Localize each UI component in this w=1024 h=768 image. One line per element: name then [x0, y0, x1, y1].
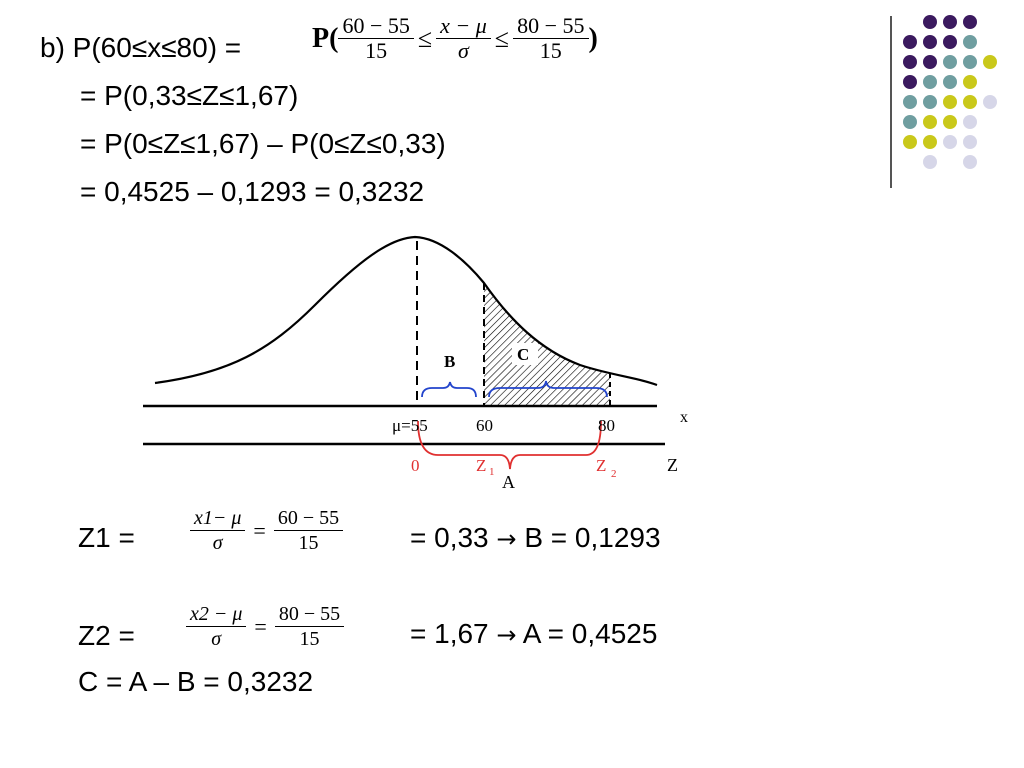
- frac-num: x2 − μ: [186, 602, 247, 627]
- frac-den: 15: [539, 38, 562, 63]
- equals-sign: =: [254, 613, 267, 639]
- z2-subscript: 2: [611, 468, 617, 480]
- fraction-60-55: 60 − 55 15: [338, 14, 414, 63]
- z1-result-b: B = 0,1293: [524, 522, 661, 553]
- decorative-dot: [903, 75, 917, 89]
- decorative-dot: [943, 35, 957, 49]
- frac-den: 15: [298, 532, 319, 554]
- decorative-dot: [923, 95, 937, 109]
- label-c: C: [517, 345, 529, 364]
- brace-c: [488, 380, 608, 398]
- decorative-dot: [963, 155, 977, 169]
- shaded-region-c: [484, 283, 610, 405]
- probability-formula: P( 60 − 55 15 ≤ x − μ σ ≤ 80 − 55 15 ): [312, 14, 598, 63]
- decorative-dot: [983, 95, 997, 109]
- equation-line-4: = 0,4525 – 0,1293 = 0,3232: [80, 176, 425, 207]
- c-result-line: C = A – B = 0,3232: [78, 666, 314, 697]
- le-sign: ≤: [417, 23, 433, 53]
- frac-num: 80 − 55: [513, 14, 589, 39]
- decorative-dot: [963, 135, 977, 149]
- frac-num: x1− μ: [190, 506, 246, 531]
- z1-prefix: Z1 =: [78, 522, 135, 553]
- decorative-dot: [903, 35, 917, 49]
- decorative-dot: [963, 95, 977, 109]
- decorative-dot: [923, 155, 937, 169]
- decorative-dot: [923, 35, 937, 49]
- z2-result-a: A = 0,4525: [522, 618, 658, 649]
- z2-frac-numbers: 80 − 55 15: [274, 602, 345, 651]
- decorative-dot: [943, 75, 957, 89]
- decorative-dot: [943, 15, 957, 29]
- label-b: B: [444, 352, 455, 371]
- label-a: A: [502, 472, 515, 492]
- decorative-dot: [983, 55, 997, 69]
- right-arrow-icon: →: [496, 525, 517, 553]
- equation-prefix: b) P(60≤x≤80) =: [40, 32, 242, 63]
- decorative-dot: [903, 95, 917, 109]
- z2-frac-x-mu: x2 − μ σ: [186, 602, 247, 651]
- decorative-dot: [963, 15, 977, 29]
- decorative-dot: [963, 115, 977, 129]
- decorative-dot: [903, 115, 917, 129]
- decorative-dot: [923, 115, 937, 129]
- decorative-dot: [943, 55, 957, 69]
- frac-den: σ: [212, 532, 223, 554]
- decorative-dot: [963, 35, 977, 49]
- brace-b: [421, 381, 477, 398]
- decorative-dot: [943, 115, 957, 129]
- equation-line-1: b) P(60≤x≤80) =: [40, 32, 241, 64]
- equation-line-2: = P(0,33≤Z≤1,67): [80, 80, 299, 111]
- fraction-x-mu: x − μ σ: [436, 14, 491, 63]
- decorative-dot: [903, 55, 917, 69]
- frac-den: σ: [458, 38, 469, 63]
- le-sign: ≤: [494, 23, 510, 53]
- normal-distribution-diagram: B C x Z μ=55 60 80 0 Z 1 Z 2 A: [143, 235, 688, 492]
- decorative-dot: [943, 95, 957, 109]
- z2-label: Z: [596, 456, 606, 475]
- z2-result: = 1,67 → A = 0,4525: [410, 618, 657, 651]
- z1-frac-numbers: 60 − 55 15: [273, 506, 344, 555]
- z1-formula: x1− μ σ = 60 − 55 15: [190, 506, 344, 555]
- decorative-dot: [923, 15, 937, 29]
- z1-label: Z: [476, 456, 486, 475]
- x-tick-80: 80: [598, 416, 615, 435]
- bell-curve: [154, 235, 658, 387]
- z2-prefix: Z2 =: [78, 620, 135, 651]
- decorative-dot: [943, 135, 957, 149]
- frac-num: 80 − 55: [274, 602, 345, 627]
- frac-num: 60 − 55: [273, 506, 344, 531]
- frac-den: σ: [211, 628, 222, 650]
- z1-result-value: = 0,33: [410, 522, 489, 553]
- z2-result-value: = 1,67: [410, 618, 489, 649]
- equation-line-3: = P(0≤Z≤1,67) – P(0≤Z≤0,33): [80, 128, 446, 159]
- z1-frac-x-mu: x1− μ σ: [190, 506, 246, 555]
- mu-label: μ=55: [392, 416, 428, 435]
- formula-p-close: ): [588, 22, 598, 54]
- decorative-dot: [963, 55, 977, 69]
- decorative-dot: [963, 75, 977, 89]
- frac-num: 60 − 55: [338, 14, 414, 39]
- decorative-dot-grid: [903, 15, 997, 169]
- x-tick-60: 60: [476, 416, 493, 435]
- decorative-divider: [890, 16, 892, 188]
- frac-num: x − μ: [436, 14, 491, 39]
- z2-formula: x2 − μ σ = 80 − 55 15: [186, 602, 345, 651]
- equals-sign: =: [253, 517, 266, 543]
- decorative-dot: [923, 75, 937, 89]
- x-axis-label: x: [680, 409, 688, 426]
- right-arrow-icon: →: [496, 621, 517, 649]
- decorative-dot: [923, 135, 937, 149]
- frac-den: 15: [365, 38, 388, 63]
- fraction-80-55: 80 − 55 15: [513, 14, 589, 63]
- decorative-dot: [923, 55, 937, 69]
- frac-den: 15: [299, 628, 320, 650]
- z1-subscript: 1: [489, 466, 495, 478]
- formula-p-open: P(: [312, 22, 339, 54]
- decorative-dot: [903, 135, 917, 149]
- z1-result: = 0,33 → B = 0,1293: [410, 522, 661, 555]
- z-axis-label: Z: [667, 455, 678, 475]
- brace-a: [417, 420, 602, 470]
- z-tick-0: 0: [411, 456, 420, 475]
